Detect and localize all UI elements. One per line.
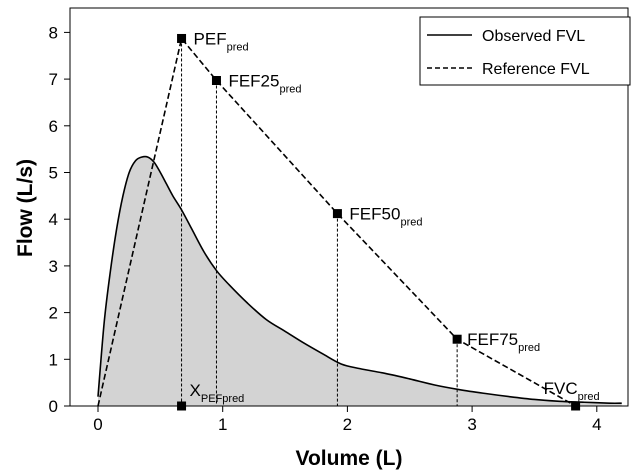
- legend-label-reference: Reference FVL: [482, 61, 590, 78]
- y-tick-label-0: 0: [49, 397, 58, 416]
- marker-fef25: [211, 76, 221, 86]
- markers-layer: [177, 33, 581, 411]
- y-tick-label-5: 5: [49, 164, 58, 183]
- x-tick-label-4: 4: [592, 415, 601, 434]
- y-tick-label-8: 8: [49, 23, 58, 42]
- annotation-main-fef50: FEF50: [349, 205, 400, 224]
- marker-x: [177, 401, 187, 411]
- marker-fef50: [332, 209, 342, 219]
- observed-fvl-area: [98, 156, 622, 406]
- annotation-fef25: FEF25pred: [228, 72, 301, 96]
- legend: Observed FVL Reference FVL: [419, 16, 631, 86]
- y-tick-label-6: 6: [49, 117, 58, 136]
- annotation-sub-fef25: pred: [279, 84, 301, 96]
- x-tick-label-2: 2: [343, 415, 352, 434]
- marker-fef75: [452, 334, 462, 344]
- annotation-sub-fef50: pred: [400, 217, 422, 229]
- y-tick-label-1: 1: [49, 350, 58, 369]
- marker-pef: [177, 33, 187, 43]
- annotation-pef: PEFpred: [194, 29, 249, 53]
- annotations-layer: PEFpredFEF25predFEF50predFEF75predFVCpre…: [190, 29, 600, 405]
- annotation-sub-fvc: pred: [578, 391, 600, 403]
- x-tick-label-3: 3: [467, 415, 476, 434]
- legend-box: [419, 16, 631, 86]
- annotation-main-fvc: FVC: [544, 379, 578, 398]
- annotation-main-fef75: FEF75: [467, 330, 518, 349]
- annotation-fef75: FEF75pred: [467, 330, 540, 354]
- annotation-sub-x: PEFpred: [201, 393, 244, 405]
- observed-area-layer: [98, 156, 622, 406]
- annotation-x: XPEFpred: [190, 381, 245, 405]
- y-tick-label-7: 7: [49, 70, 58, 89]
- legend-label-observed: Observed FVL: [482, 28, 585, 45]
- annotation-main-x: X: [190, 381, 201, 400]
- observed-fvl-line: [97, 155, 622, 405]
- marker-fvc: [571, 401, 581, 411]
- x-tick-label-0: 0: [93, 415, 102, 434]
- annotation-fvc: FVCpred: [544, 379, 600, 403]
- y-axis-title: Flow (L/s): [14, 159, 37, 257]
- y-tick-label-2: 2: [49, 304, 58, 323]
- annotation-sub-pef: pred: [227, 41, 249, 53]
- y-tick-label-4: 4: [49, 210, 58, 229]
- y-tick-label-3: 3: [49, 257, 58, 276]
- x-axis-title: Volume (L): [296, 447, 403, 470]
- annotation-sub-fef75: pred: [518, 342, 540, 354]
- annotation-main-fef25: FEF25: [228, 72, 279, 91]
- series-lines-layer: [97, 36, 622, 407]
- annotation-main-pef: PEF: [194, 29, 227, 48]
- axes-layer: 0 1 2 3 4 0 1 2 3 4 5 6 7 8: [49, 7, 629, 434]
- plot-frame: [69, 7, 629, 407]
- x-tick-label-1: 1: [218, 415, 227, 434]
- droplines-layer: [181, 38, 458, 406]
- annotation-fef50: FEF50pred: [349, 205, 422, 229]
